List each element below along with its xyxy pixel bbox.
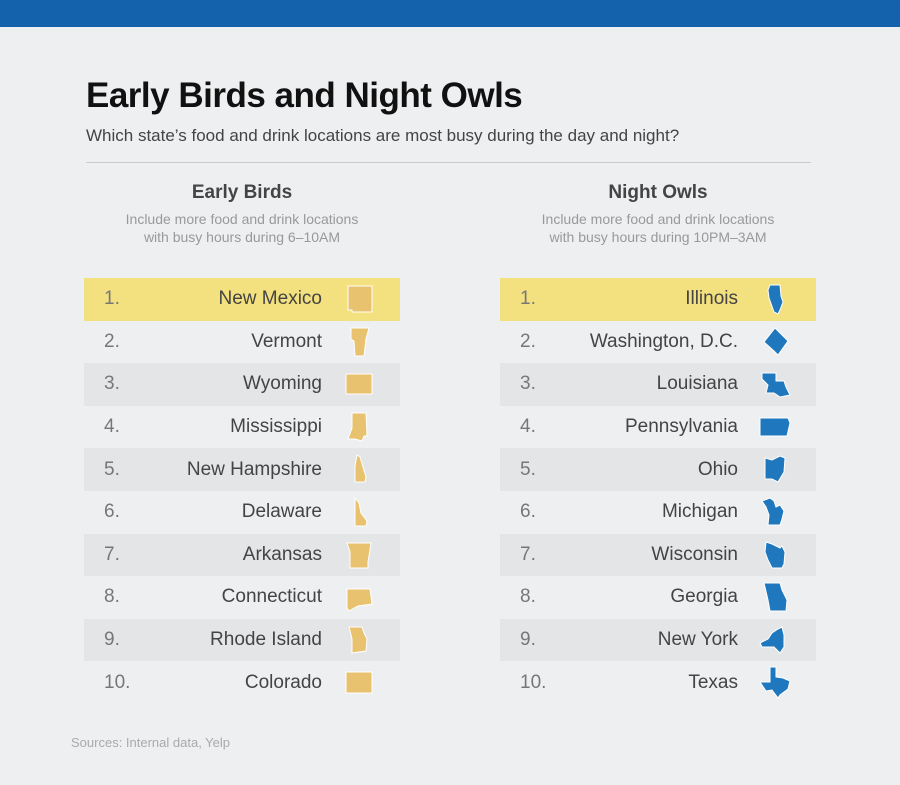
rank: 6.: [520, 501, 536, 523]
rank: 1.: [520, 288, 536, 310]
rank: 9.: [104, 629, 120, 651]
night-owls-description: Include more food and drink locations wi…: [508, 210, 808, 278]
state-name: Wyoming: [242, 373, 322, 395]
list-item: 6. Michigan: [500, 491, 816, 534]
state-name: Vermont: [251, 330, 322, 352]
list-item: 9. Rhode Island: [84, 618, 400, 662]
state-name: Wisconsin: [651, 543, 738, 565]
state-shape-icon: [347, 285, 373, 313]
page-subtitle: Which state’s food and drink locations a…: [86, 126, 680, 145]
list-item: 1. Illinois: [500, 278, 816, 321]
state-shape-icon: [761, 497, 785, 526]
state-shape-icon: [354, 454, 367, 483]
list-item: 1. New Mexico: [84, 278, 400, 321]
state-name: Georgia: [670, 586, 738, 608]
state-shape-icon: [767, 284, 784, 315]
state-shape-icon: [350, 327, 370, 357]
night-owls-column: Night Owls Include more food and drink l…: [500, 180, 816, 704]
list-item: 9. New York: [500, 618, 816, 662]
state-shape-icon: [348, 626, 368, 654]
list-item: 3. Louisiana: [500, 363, 816, 406]
state-name: Ohio: [697, 458, 738, 480]
state-shape-icon: [354, 496, 368, 527]
state-shape-icon: [346, 542, 372, 569]
list-item: 6. Delaware: [84, 491, 400, 534]
desc-line: Include more food and drink locations: [541, 211, 775, 227]
state-name: Mississippi: [230, 416, 322, 438]
desc-line: with busy hours during 10PM–3AM: [549, 229, 767, 245]
list-item: 5. New Hampshire: [84, 448, 400, 491]
state-name: Connecticut: [221, 586, 322, 608]
state-name: Louisiana: [656, 373, 738, 395]
desc-line: Include more food and drink locations: [125, 211, 359, 227]
state-shape-icon: [764, 455, 786, 484]
state-name: New York: [657, 629, 738, 651]
state-shape-icon: [346, 588, 373, 612]
list-item: 2. Washington, D.C.: [500, 321, 816, 364]
page-title: Early Birds and Night Owls: [86, 76, 523, 115]
early-birds-list: 1. New Mexico 2. Vermont 3. Wyoming 4. M…: [84, 278, 400, 704]
state-name: Pennsylvania: [624, 416, 738, 438]
state-shape-icon: [759, 417, 791, 437]
rank: 3.: [104, 373, 120, 395]
list-item: 5. Ohio: [500, 448, 816, 491]
night-owls-heading: Night Owls: [608, 182, 708, 203]
rank: 3.: [520, 373, 536, 395]
list-item: 7. Wisconsin: [500, 533, 816, 577]
list-item: 2. Vermont: [84, 321, 400, 364]
state-shape-icon: [347, 412, 368, 442]
rank: 2.: [520, 330, 536, 352]
rank: 1.: [104, 288, 120, 310]
rank: 5.: [104, 458, 120, 480]
list-item: 10. Colorado: [84, 661, 400, 704]
state-name: New Mexico: [218, 288, 322, 310]
state-shape-icon: [345, 671, 373, 694]
state-name: Colorado: [244, 671, 322, 693]
rank: 5.: [520, 458, 536, 480]
desc-line: with busy hours during 6–10AM: [143, 229, 341, 245]
state-name: Michigan: [661, 501, 738, 523]
list-item: 8. Georgia: [500, 576, 816, 619]
list-item: 8. Connecticut: [84, 576, 400, 619]
rank: 10.: [104, 671, 131, 693]
early-birds-description: Include more food and drink locations wi…: [92, 210, 392, 278]
divider: [86, 162, 811, 163]
night-owls-list: 1. Illinois 2. Washington, D.C. 3. Louis…: [500, 278, 816, 704]
state-shape-icon: [759, 626, 785, 654]
state-shape-icon: [345, 373, 373, 395]
state-name: Washington, D.C.: [589, 330, 738, 352]
rank: 8.: [520, 586, 536, 608]
source-note: Sources: Internal data, Yelp: [71, 735, 231, 750]
rank: 9.: [520, 629, 536, 651]
rank: 8.: [104, 586, 120, 608]
state-shape-icon: [761, 372, 791, 398]
rank: 4.: [104, 416, 120, 438]
list-item: 7. Arkansas: [84, 533, 400, 577]
list-item: 4. Pennsylvania: [500, 406, 816, 449]
state-name: Delaware: [241, 501, 322, 523]
state-shape-icon: [759, 666, 791, 700]
rank: 6.: [104, 501, 120, 523]
rank: 7.: [520, 543, 536, 565]
state-name: Texas: [688, 671, 738, 693]
rank: 2.: [104, 330, 120, 352]
list-item: 10. Texas: [500, 661, 816, 704]
state-name: New Hampshire: [186, 458, 322, 480]
state-shape-icon: [764, 540, 786, 569]
list-item: 3. Wyoming: [84, 363, 400, 406]
state-name: Arkansas: [242, 543, 322, 565]
state-name: Illinois: [685, 288, 738, 310]
state-shape-icon: [763, 582, 788, 612]
top-bar: [0, 0, 900, 27]
early-birds-column: Early Birds Include more food and drink …: [84, 180, 400, 704]
state-shape-icon: [763, 326, 789, 356]
list-item: 4. Mississippi: [84, 406, 400, 449]
rank: 4.: [520, 416, 536, 438]
early-birds-heading: Early Birds: [191, 182, 293, 203]
rank: 7.: [104, 543, 120, 565]
rank: 10.: [520, 671, 547, 693]
state-name: Rhode Island: [210, 629, 322, 651]
